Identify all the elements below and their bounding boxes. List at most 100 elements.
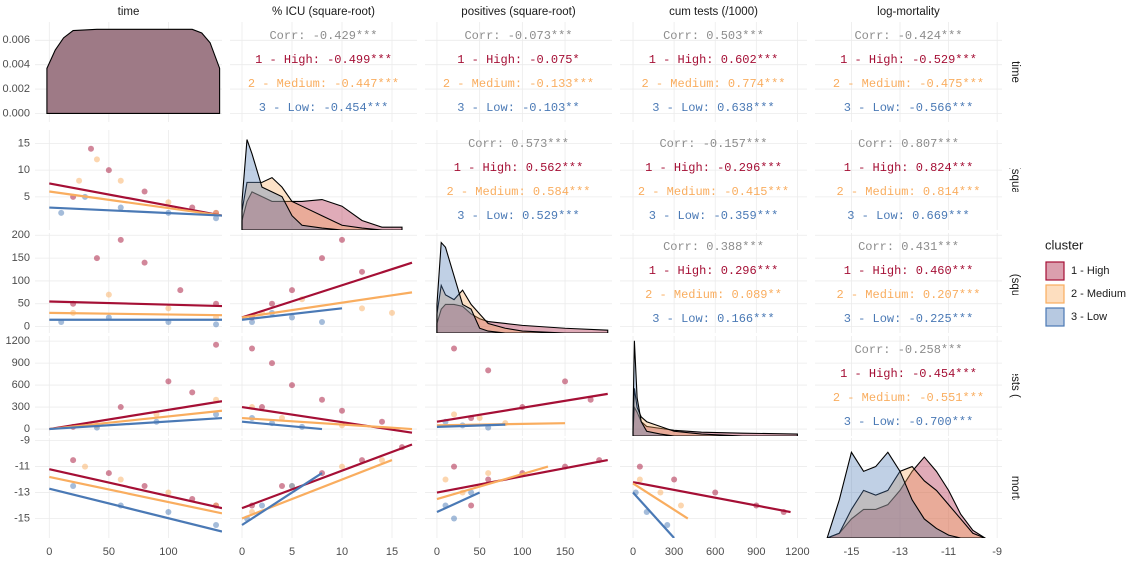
point	[213, 411, 220, 418]
x-tick-label: 1200	[785, 546, 809, 558]
point	[259, 404, 265, 411]
point	[389, 309, 395, 316]
x-tick-label: -15	[843, 546, 859, 558]
point	[587, 396, 594, 403]
x-tick-label: 900	[747, 546, 765, 558]
point	[105, 291, 112, 298]
fit-line	[49, 182, 222, 217]
x-tick-label: 0	[434, 546, 440, 558]
panel: Corr: 0.431*** 1 - High: 0.460*** 2 - Medi…	[815, 233, 1002, 333]
panel	[425, 438, 612, 538]
fit-line	[49, 190, 222, 217]
fit-line	[436, 465, 549, 501]
x-tick-label: 50	[474, 546, 486, 558]
fit-line	[241, 472, 323, 526]
panel-marks	[49, 145, 222, 222]
fit-line	[436, 423, 506, 428]
corr-text: 1 - High: -0.499***	[255, 53, 392, 67]
corr-text: Corr: -0.157***	[659, 137, 767, 151]
panel-marks	[436, 457, 608, 522]
corr-text: 2 - Medium: 0.207***	[836, 288, 980, 302]
point	[117, 404, 124, 411]
corr-text: 3 - Low: -0.359***	[649, 209, 779, 223]
y-tick-label: 200	[12, 229, 30, 241]
point	[249, 345, 255, 352]
panel-marks	[436, 241, 609, 333]
corr-text: 1 - High: 0.296***	[649, 264, 779, 278]
point	[379, 457, 385, 464]
y-tick-label: 600	[12, 379, 30, 391]
point	[165, 199, 172, 206]
density-area	[241, 139, 402, 230]
point	[657, 489, 664, 496]
legend-key	[1045, 307, 1065, 327]
y-tick-label: 1200	[6, 335, 30, 347]
point	[562, 378, 569, 385]
corr-text: 2 - Medium: -0.133***	[443, 77, 594, 91]
panel	[620, 438, 807, 538]
corr-text: Corr: 0.388***	[663, 240, 764, 254]
y-tick-label: 300	[12, 401, 30, 413]
point	[117, 236, 124, 243]
fit-line	[632, 482, 689, 520]
corr-text: 2 - Medium: 0.584***	[446, 185, 590, 199]
point	[379, 418, 385, 425]
fit-line	[49, 311, 222, 317]
y-tick-label: 900	[12, 357, 30, 369]
panel	[620, 336, 807, 436]
panel: Corr: -0.258*** 1 - High: -0.454*** 2 - Me…	[815, 336, 1002, 436]
fit-line	[436, 458, 608, 494]
point	[141, 259, 148, 266]
point	[451, 411, 458, 418]
panel: Corr: 0.573*** 1 - High: 0.562*** 2 - Medi…	[425, 130, 612, 230]
density-area	[241, 191, 403, 230]
column-label: % ICU (square-root)	[272, 6, 375, 18]
fit-line	[241, 291, 413, 319]
corr-text: 1 - High: 0.460***	[844, 264, 974, 278]
x-tick-label: 100	[159, 546, 177, 558]
y-tick-label: -13	[14, 486, 30, 498]
point	[117, 476, 124, 483]
point	[117, 177, 124, 184]
panel	[230, 233, 417, 333]
point	[339, 236, 345, 243]
x-tick-label: 0	[630, 546, 636, 558]
density-area	[632, 340, 798, 436]
point	[289, 287, 295, 294]
panel	[35, 438, 222, 538]
corr-text: 2 - Medium: -0.415***	[638, 185, 789, 199]
point	[259, 502, 265, 509]
panel-marks	[241, 236, 413, 326]
x-tick-label: -9	[992, 546, 1002, 558]
column-label: positives (square-root)	[461, 6, 576, 18]
corr-text: 2 - Medium: 0.089**	[645, 288, 782, 302]
x-tick-label: -11	[941, 546, 956, 558]
corr-text: 2 - Medium: -0.551***	[833, 391, 984, 405]
x-tick-label: 5	[289, 546, 295, 558]
point	[339, 407, 345, 414]
point	[141, 483, 148, 490]
corr-text: 3 - Low: 0.669***	[847, 209, 969, 223]
corr-text: 3 - Low: -0.454***	[259, 101, 389, 115]
fit-line	[632, 491, 675, 538]
panel	[35, 22, 222, 122]
corr-text: 1 - High: 0.562***	[454, 161, 584, 175]
panel	[815, 438, 1002, 538]
corr-text: 3 - Low: -0.225***	[844, 312, 974, 326]
row-label: log-mortality	[1009, 457, 1021, 520]
panel-marks	[632, 340, 798, 436]
point	[165, 378, 172, 385]
column-label: log-mortality	[877, 6, 940, 18]
point	[485, 470, 492, 477]
x-tick-label: 600	[706, 546, 724, 558]
corr-text: Corr: 0.503***	[663, 29, 764, 43]
point	[279, 483, 285, 490]
panel: Corr: -0.073*** 1 - High: -0.075* 2 - Medi…	[425, 22, 612, 122]
row-label: cum tests (/1000)	[1009, 342, 1021, 431]
y-tick-label: 0.002	[2, 83, 30, 95]
row-label: % ICU (square-root)	[1009, 129, 1021, 232]
panel	[35, 336, 222, 436]
point	[319, 255, 325, 262]
corr-text: 3 - Low: 0.529***	[457, 209, 579, 223]
point	[165, 489, 172, 496]
